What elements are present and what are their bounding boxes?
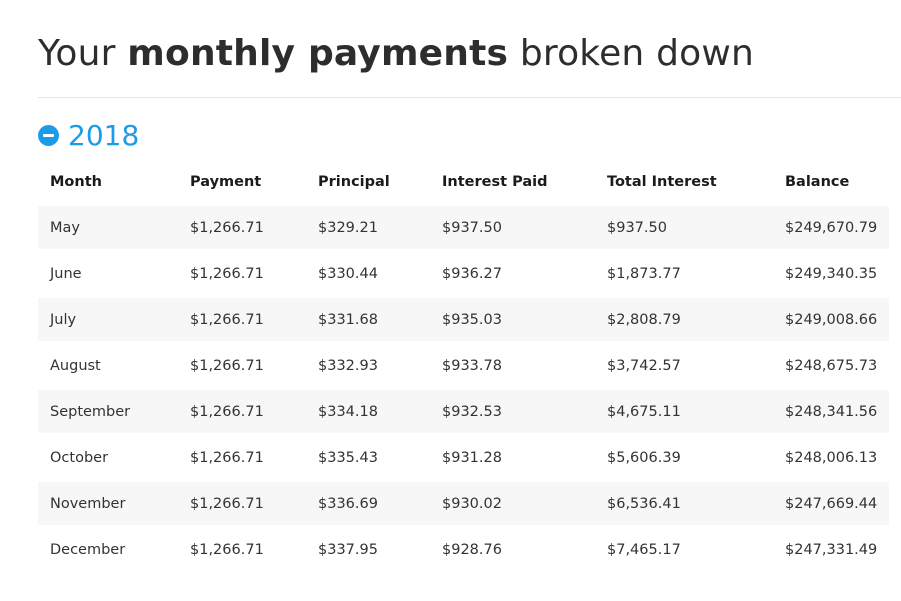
cell-interest-paid: $935.03 — [430, 295, 595, 345]
cell-total-interest: $3,742.57 — [595, 341, 773, 391]
cell-payment: $1,266.71 — [178, 387, 306, 437]
cell-principal: $337.95 — [306, 525, 430, 575]
table-row: September $1,266.71 $334.18 $932.53 $4,6… — [38, 387, 889, 437]
cell-month: June — [38, 249, 178, 299]
cell-interest-paid: $936.27 — [430, 249, 595, 299]
cell-balance: $248,341.56 — [773, 387, 889, 437]
table-row: June $1,266.71 $330.44 $936.27 $1,873.77… — [38, 249, 889, 299]
cell-total-interest: $937.50 — [595, 203, 773, 253]
cell-balance: $247,669.44 — [773, 479, 889, 529]
cell-month: September — [38, 387, 178, 437]
col-header-interest-paid: Interest Paid — [442, 174, 548, 191]
cell-principal: $331.68 — [306, 295, 430, 345]
amortization-table: Month Payment Principal Interest Paid To… — [38, 162, 889, 575]
year-section-toggle[interactable]: 2018 — [38, 119, 168, 152]
col-header-balance: Balance — [785, 174, 850, 191]
cell-balance: $249,008.66 — [773, 295, 889, 345]
page-title-prefix: Your — [38, 33, 128, 74]
cell-principal: $332.93 — [306, 341, 430, 391]
col-header-payment: Payment — [190, 174, 262, 191]
cell-interest-paid: $932.53 — [430, 387, 595, 437]
cell-total-interest: $1,873.77 — [595, 249, 773, 299]
page-title-suffix: broken down — [508, 33, 755, 74]
cell-payment: $1,266.71 — [178, 295, 306, 345]
cell-month: December — [38, 525, 178, 575]
cell-month: July — [38, 295, 178, 345]
cell-balance: $247,331.49 — [773, 525, 889, 575]
cell-balance: $249,340.35 — [773, 249, 889, 299]
cell-principal: $335.43 — [306, 433, 430, 483]
cell-payment: $1,266.71 — [178, 249, 306, 299]
cell-payment: $1,266.71 — [178, 479, 306, 529]
title-divider — [38, 96, 901, 98]
cell-principal: $336.69 — [306, 479, 430, 529]
cell-interest-paid: $930.02 — [430, 479, 595, 529]
cell-total-interest: $2,808.79 — [595, 295, 773, 345]
collapse-minus-icon[interactable] — [38, 124, 59, 146]
cell-total-interest: $6,536.41 — [595, 479, 773, 529]
cell-total-interest: $5,606.39 — [595, 433, 773, 483]
cell-month: October — [38, 433, 178, 483]
cell-payment: $1,266.71 — [178, 525, 306, 575]
cell-payment: $1,266.71 — [178, 341, 306, 391]
cell-month: May — [38, 203, 178, 253]
table-row: July $1,266.71 $331.68 $935.03 $2,808.79… — [38, 295, 889, 345]
col-header-month: Month — [50, 174, 102, 191]
cell-balance: $248,006.13 — [773, 433, 889, 483]
table-row: August $1,266.71 $332.93 $933.78 $3,742.… — [38, 341, 889, 391]
col-header-principal: Principal — [318, 174, 390, 191]
cell-interest-paid: $937.50 — [430, 203, 595, 253]
table-row: December $1,266.71 $337.95 $928.76 $7,46… — [38, 525, 889, 575]
amortization-page: Your monthly payments broken down 2018 M… — [0, 34, 901, 601]
cell-interest-paid: $928.76 — [430, 525, 595, 575]
cell-interest-paid: $931.28 — [430, 433, 595, 483]
cell-month: August — [38, 341, 178, 391]
cell-payment: $1,266.71 — [178, 433, 306, 483]
cell-principal: $330.44 — [306, 249, 430, 299]
cell-total-interest: $7,465.17 — [595, 525, 773, 575]
cell-balance: $248,675.73 — [773, 341, 889, 391]
cell-principal: $334.18 — [306, 387, 430, 437]
cell-principal: $329.21 — [306, 203, 430, 253]
cell-interest-paid: $933.78 — [430, 341, 595, 391]
table-row: May $1,266.71 $329.21 $937.50 $937.50 $2… — [38, 203, 889, 253]
table-row: November $1,266.71 $336.69 $930.02 $6,53… — [38, 479, 889, 529]
cell-total-interest: $4,675.11 — [595, 387, 773, 437]
page-title-emphasis: monthly payments — [127, 33, 509, 74]
cell-payment: $1,266.71 — [178, 203, 306, 253]
table-row: October $1,266.71 $335.43 $931.28 $5,606… — [38, 433, 889, 483]
cell-month: November — [38, 479, 178, 529]
table-header-row: Month Payment Principal Interest Paid To… — [38, 162, 889, 205]
cell-balance: $249,670.79 — [773, 203, 889, 253]
col-header-total-interest: Total Interest — [607, 174, 717, 191]
year-label[interactable]: 2018 — [68, 118, 140, 152]
page-title: Your monthly payments broken down — [38, 34, 881, 74]
